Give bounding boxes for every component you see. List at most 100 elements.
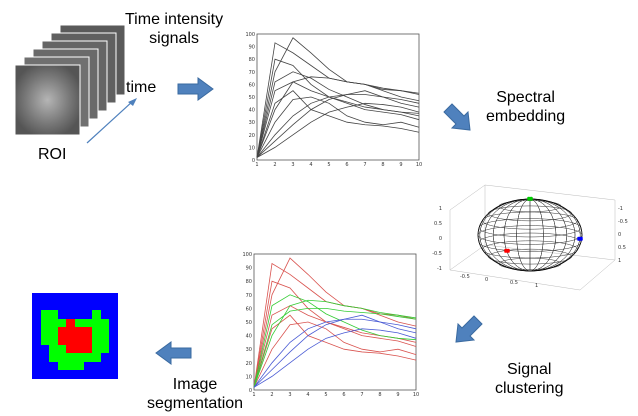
z-tick-label: 1 bbox=[439, 206, 442, 212]
x-tick-label: 6 bbox=[342, 392, 345, 398]
x-tick-label: 8 bbox=[378, 392, 381, 398]
series-line bbox=[253, 257, 417, 388]
x-tick-label: 1 bbox=[252, 392, 255, 398]
x-tick-label: 9 bbox=[396, 392, 399, 398]
y-tick-label: 70 bbox=[246, 293, 252, 299]
segmentation-pixel bbox=[92, 327, 101, 336]
x-tick-label: 5 bbox=[327, 162, 330, 168]
x-tick-label: 5 bbox=[324, 392, 327, 398]
y-tick-label: 80 bbox=[249, 57, 255, 63]
x-tick-label: 2 bbox=[270, 392, 273, 398]
segmentation-pixel bbox=[92, 301, 101, 311]
segmentation-pixel bbox=[100, 370, 110, 379]
y-tick-label: 70 bbox=[249, 70, 255, 76]
x-tick-label: 0 bbox=[485, 277, 488, 283]
segmentation-pixel bbox=[57, 336, 67, 345]
segmentation-pixel bbox=[32, 336, 41, 345]
y-tick-label: 0.5 bbox=[618, 245, 626, 251]
segmentation-pixel bbox=[75, 310, 84, 319]
y-tick-label: 90 bbox=[249, 45, 255, 51]
segmentation-pixel bbox=[40, 353, 50, 362]
segmentation-pixel bbox=[40, 370, 50, 379]
segmentation-pixel bbox=[100, 336, 110, 345]
cluster-point bbox=[507, 250, 510, 253]
label-time-intensity-signals: Time intensity signals bbox=[125, 11, 224, 47]
y-tick-label: 30 bbox=[249, 120, 255, 126]
segmentation-pixel bbox=[109, 293, 118, 302]
segmentation-pixel bbox=[57, 310, 67, 319]
y-tick-label: 10 bbox=[246, 374, 252, 380]
time-axis-arrow bbox=[86, 98, 137, 144]
x-tick-label: 3 bbox=[291, 162, 294, 168]
z-tick-label: 0.5 bbox=[434, 221, 442, 227]
axis-box-line bbox=[484, 184, 616, 201]
segmentation-pixel bbox=[109, 327, 118, 336]
segmentation-pixel bbox=[75, 344, 84, 354]
label-signal-clustering: Signal clustering bbox=[495, 361, 564, 397]
segmentation-pixel bbox=[66, 361, 75, 371]
segmentation-pixel bbox=[109, 318, 118, 328]
cluster-point bbox=[580, 238, 583, 241]
segmentation-pixel bbox=[57, 353, 67, 362]
y-tick-label: 100 bbox=[242, 252, 252, 258]
x-tick-label: 4 bbox=[306, 392, 309, 398]
x-tick-label: 7 bbox=[363, 162, 366, 168]
series-line bbox=[253, 294, 417, 388]
segmentation-pixel bbox=[49, 344, 58, 354]
segmentation-pixel bbox=[66, 327, 75, 336]
label-spectral-embedding: Spectral embedding bbox=[486, 89, 566, 125]
segmentation-pixel bbox=[83, 361, 93, 371]
arrow-right-icon bbox=[177, 77, 214, 101]
label-time: time bbox=[126, 79, 157, 96]
segmentation-pixel bbox=[100, 361, 110, 371]
segmentation-pixel bbox=[66, 301, 75, 311]
segmentation-pixel bbox=[40, 301, 50, 311]
segmentation-pixel bbox=[49, 318, 58, 328]
segmentation-pixel bbox=[109, 301, 118, 311]
segmentation-pixel bbox=[57, 327, 67, 336]
segmentation-pixel bbox=[66, 310, 75, 319]
segmentation-pixel bbox=[75, 336, 84, 345]
axis-box-line bbox=[579, 259, 616, 291]
series-line bbox=[253, 308, 417, 388]
segmentation-pixel bbox=[92, 344, 101, 354]
segmentation-pixel bbox=[83, 344, 93, 354]
segmentation-pixel bbox=[109, 361, 118, 371]
x-tick-label: 8 bbox=[381, 162, 384, 168]
segmentation-pixel bbox=[109, 370, 118, 379]
segmentation-pixel bbox=[83, 353, 93, 362]
z-tick-label: -0.5 bbox=[432, 251, 442, 257]
x-tick-label: 6 bbox=[345, 162, 348, 168]
y-tick-label: 20 bbox=[246, 361, 252, 367]
segmentation-pixel bbox=[40, 318, 50, 328]
segmentation-pixel bbox=[49, 310, 58, 319]
segmentation-pixel bbox=[92, 318, 101, 328]
segmentation-pixel bbox=[100, 301, 110, 311]
y-tick-label: 80 bbox=[246, 279, 252, 285]
segmentation-pixel bbox=[100, 353, 110, 362]
arrow-down-right-icon bbox=[443, 103, 471, 131]
segmentation-pixel bbox=[49, 293, 58, 302]
y-tick-label: 10 bbox=[249, 145, 255, 151]
segmentation-pixel bbox=[49, 336, 58, 345]
x-tick-label: 4 bbox=[309, 162, 312, 168]
z-tick-label: -1 bbox=[437, 266, 442, 272]
roi-image-stack bbox=[14, 24, 126, 136]
segmentation-pixel bbox=[75, 318, 84, 328]
segmentation-pixel bbox=[92, 361, 101, 371]
segmentation-pixel bbox=[49, 327, 58, 336]
series-line bbox=[256, 90, 420, 158]
segmentation-pixel bbox=[40, 327, 50, 336]
segmentation-pixel bbox=[40, 361, 50, 371]
segmentation-pixel bbox=[57, 370, 67, 379]
segmentation-pixel bbox=[32, 361, 41, 371]
axis-box-line bbox=[449, 269, 581, 291]
segmentation-pixel bbox=[83, 301, 93, 311]
y-tick-label: 40 bbox=[249, 108, 255, 114]
cluster-point bbox=[530, 198, 533, 201]
y-tick-label: 0 bbox=[618, 232, 621, 238]
segmentation-pixel bbox=[83, 370, 93, 379]
y-tick-label: 90 bbox=[246, 266, 252, 272]
segmentation-pixel bbox=[40, 293, 50, 302]
segmentation-pixel bbox=[66, 318, 75, 328]
